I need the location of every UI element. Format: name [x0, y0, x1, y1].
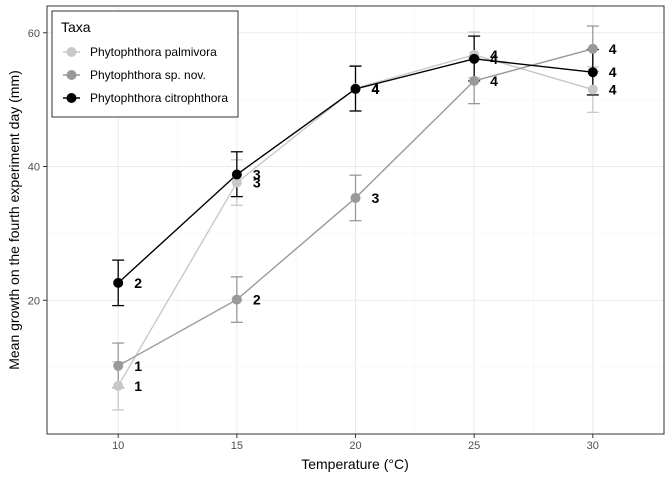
- x-tick-label: 20: [349, 440, 361, 452]
- series-points: [113, 43, 598, 391]
- data-point: [469, 53, 480, 64]
- legend-key-point: [66, 70, 77, 80]
- legend-key-point: [66, 47, 77, 57]
- data-point: [231, 294, 242, 305]
- data-point: [469, 75, 480, 86]
- x-axis-ticks: 10 15 20 25 30: [112, 434, 599, 452]
- data-point: [350, 192, 361, 203]
- data-point: [231, 177, 242, 188]
- data-label: 4: [490, 51, 498, 67]
- data-label: 4: [609, 41, 617, 57]
- data-label: 1: [134, 358, 142, 374]
- data-point: [587, 84, 598, 95]
- data-point: [231, 169, 242, 180]
- legend-label: Phytophthora citrophthora: [90, 91, 228, 105]
- legend-box: [51, 10, 239, 118]
- data-label: 4: [609, 64, 617, 80]
- data-point: [587, 43, 598, 54]
- data-point: [350, 83, 361, 94]
- x-axis-title: Temperature (°C): [301, 456, 409, 472]
- legend-items: Phytophthora palmivora Phytophthora sp. n…: [63, 45, 228, 105]
- y-tick-label: 20: [28, 295, 40, 307]
- x-tick-label: 10: [112, 440, 124, 452]
- x-tick-label: 25: [468, 440, 480, 452]
- data-label: 2: [134, 275, 142, 291]
- data-label: 4: [372, 81, 380, 97]
- data-label: 4: [372, 80, 380, 96]
- data-point: [113, 360, 124, 371]
- x-tick-label: 30: [587, 440, 599, 452]
- legend-label: Phytophthora palmivora: [90, 45, 217, 59]
- data-point: [587, 67, 598, 78]
- legend-title: Taxa: [61, 19, 91, 35]
- data-point: [113, 380, 124, 391]
- data-label: 1: [134, 378, 142, 394]
- x-tick-label: 15: [231, 440, 243, 452]
- data-label: 3: [372, 190, 380, 206]
- data-label: 4: [609, 82, 617, 98]
- y-tick-label: 60: [28, 28, 40, 40]
- legend-key-point: [66, 93, 77, 103]
- data-label: 4: [490, 73, 498, 89]
- data-point: [113, 277, 124, 288]
- legend-label: Phytophthora sp. nov.: [90, 68, 206, 82]
- y-axis-title: Mean growth on the fourth experiment day…: [6, 70, 22, 370]
- data-label: 3: [253, 175, 261, 191]
- y-axis-ticks: 20 40 60: [28, 28, 47, 307]
- y-tick-label: 40: [28, 162, 40, 174]
- legend: Taxa Phytophthora palmivoraPhytophthora …: [51, 10, 239, 118]
- data-label: 2: [253, 292, 261, 308]
- data-label: 4: [490, 47, 498, 63]
- data-label: 3: [253, 167, 261, 183]
